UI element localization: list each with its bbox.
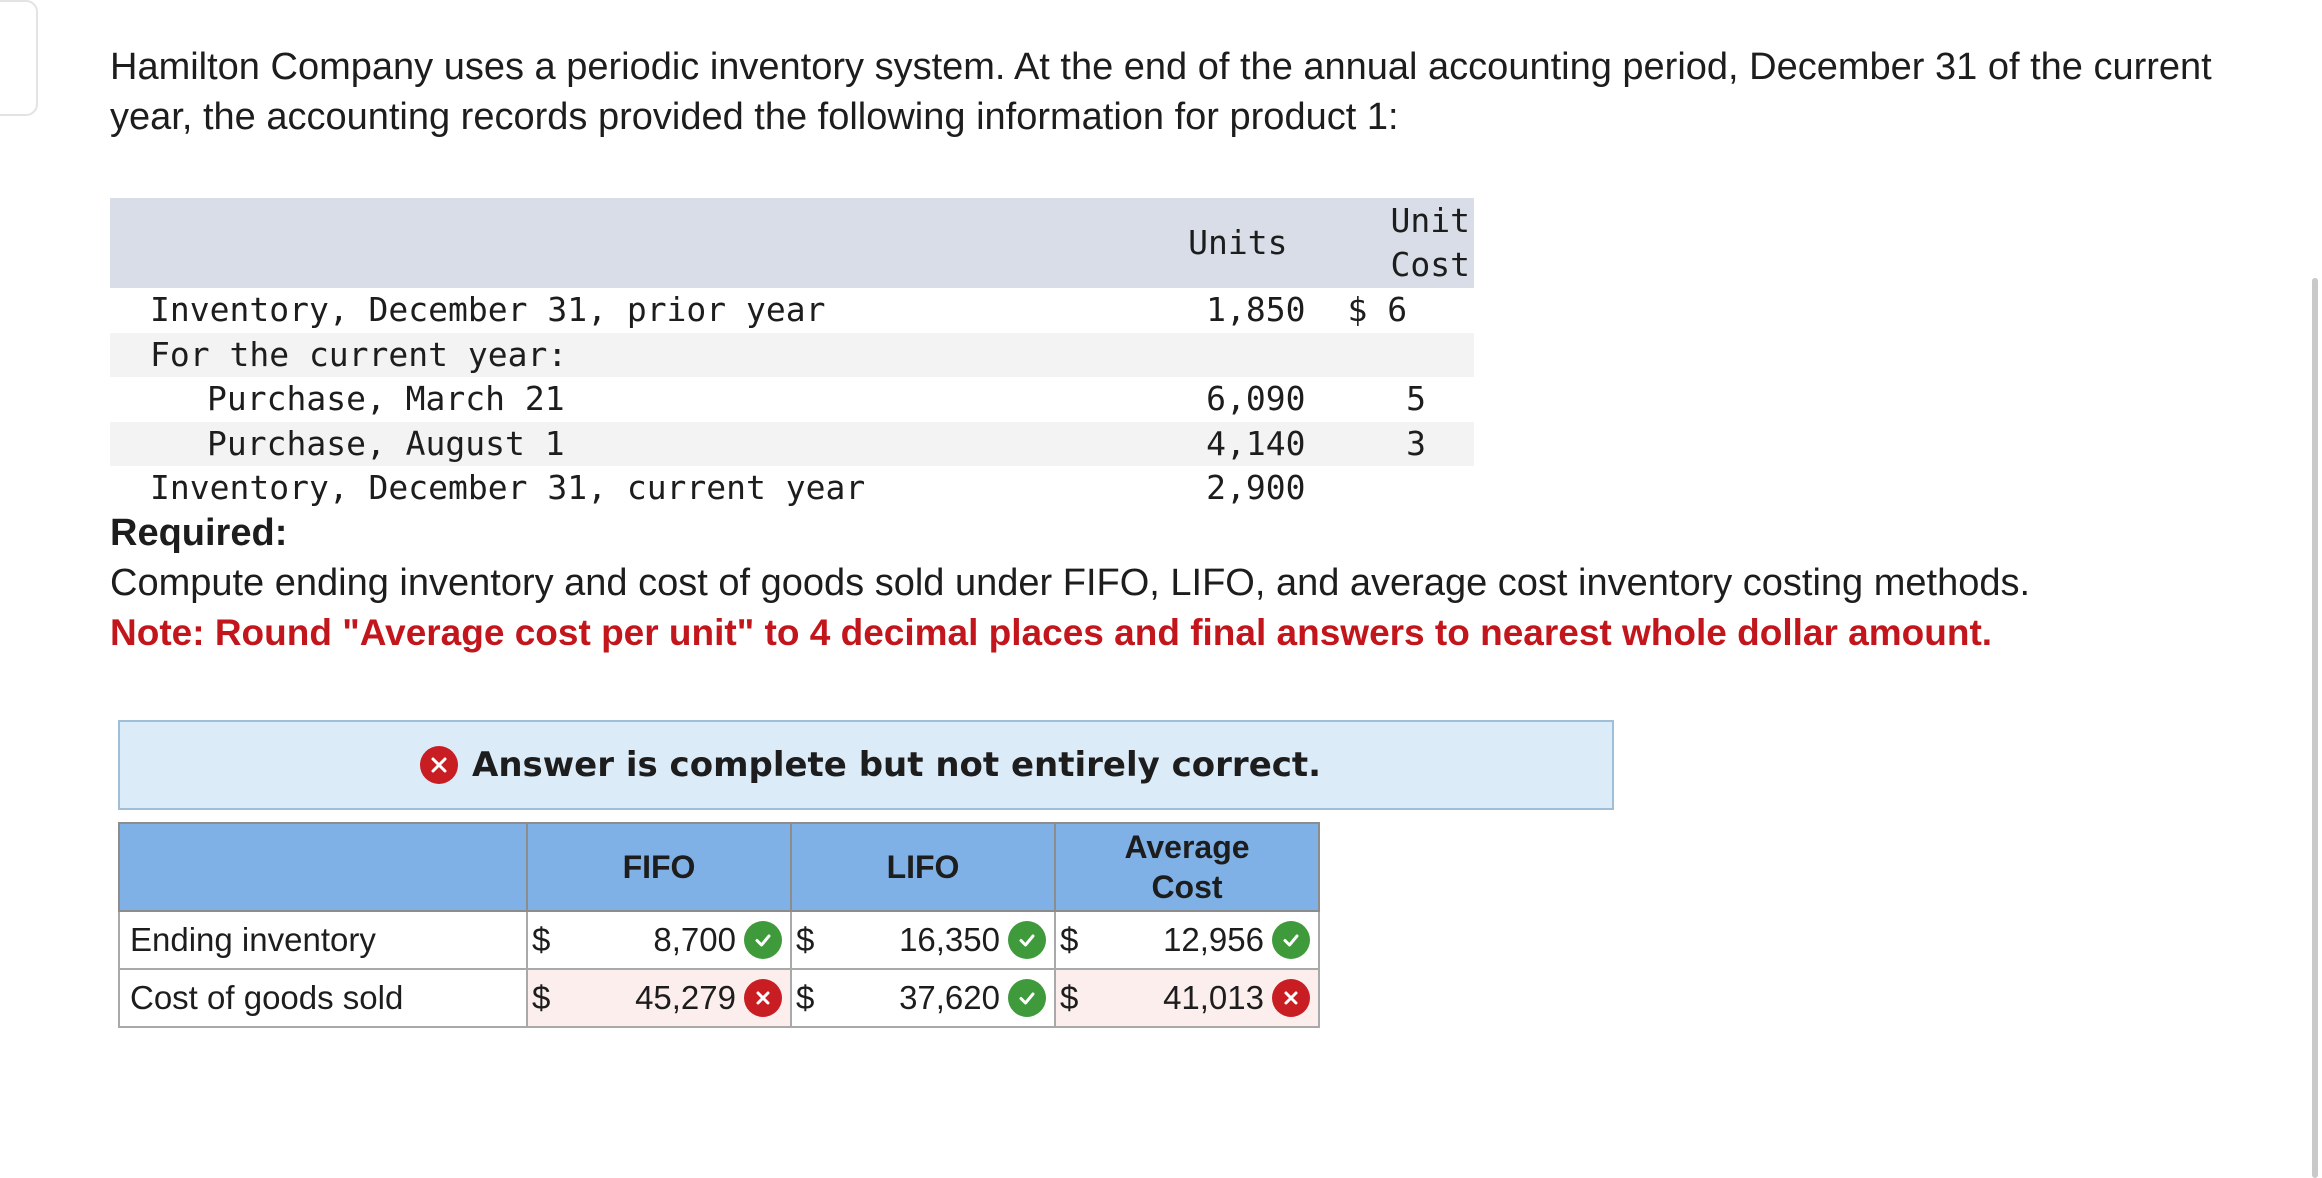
currency-symbol: $ bbox=[796, 979, 815, 1016]
scrollbar[interactable] bbox=[2312, 278, 2318, 1178]
row-cost: $ 6 bbox=[1347, 290, 1408, 330]
inventory-data-table: Units Unit Cost Inventory, December 31, … bbox=[110, 198, 1474, 511]
currency-symbol: $ bbox=[796, 921, 815, 958]
answer-header-fifo: FIFO bbox=[526, 822, 792, 912]
row-cost: 5 bbox=[1406, 379, 1426, 419]
x-circle-icon bbox=[744, 979, 782, 1017]
check-circle-icon bbox=[1008, 921, 1046, 959]
answer-status-banner: Answer is complete but not entirely corr… bbox=[118, 720, 1614, 810]
answer-header-row: FIFO LIFO Average Cost bbox=[118, 822, 1320, 912]
answer-header-average-cost: Average Cost bbox=[1054, 822, 1320, 912]
rounding-note: Note: Round "Average cost per unit" to 4… bbox=[110, 612, 1993, 653]
row-label: Inventory, December 31, prior year bbox=[150, 290, 826, 330]
data-table-header-blank bbox=[110, 198, 1153, 288]
fifo-cogs-value: 45,279 bbox=[635, 979, 736, 1016]
answer-row-label: Ending inventory bbox=[118, 910, 528, 970]
table-row: Inventory, December 31, prior year 1,850… bbox=[110, 288, 1474, 333]
lifo-cogs-cell[interactable]: $ 37,620 bbox=[790, 968, 1056, 1028]
currency-symbol: $ bbox=[532, 979, 551, 1016]
edge-card-fragment bbox=[0, 0, 38, 116]
avg-cogs-cell[interactable]: $ 41,013 bbox=[1054, 968, 1320, 1028]
currency-symbol: $ bbox=[1060, 979, 1079, 1016]
row-units: 4,140 bbox=[1152, 421, 1306, 466]
row-label: Purchase, August 1 bbox=[110, 421, 1153, 466]
check-circle-icon bbox=[1008, 979, 1046, 1017]
avg-header-line1: Average bbox=[1124, 829, 1250, 865]
currency-symbol: $ bbox=[1060, 921, 1079, 958]
answer-row-label: Cost of goods sold bbox=[118, 968, 528, 1028]
x-circle-icon bbox=[420, 746, 458, 784]
row-cost bbox=[1305, 332, 1474, 377]
answer-row-ending-inventory: Ending inventory $ 8,700 $ 16,350 $ 12 bbox=[118, 910, 1320, 970]
answer-header-blank bbox=[118, 822, 528, 912]
table-row: For the current year: bbox=[110, 332, 1474, 377]
row-units bbox=[1152, 332, 1306, 377]
row-units: 1,850 bbox=[1206, 290, 1306, 330]
table-row: Purchase, March 21 6,090 5 bbox=[110, 377, 1474, 422]
row-label: Purchase, March 21 bbox=[207, 379, 565, 419]
required-heading: Required: bbox=[110, 512, 288, 554]
check-circle-icon bbox=[744, 921, 782, 959]
row-units: 2,900 bbox=[1206, 468, 1306, 508]
check-circle-icon bbox=[1272, 921, 1310, 959]
required-instructions: Compute ending inventory and cost of goo… bbox=[110, 562, 2031, 604]
data-table-header-row: Units Unit Cost bbox=[110, 198, 1474, 288]
answer-table: FIFO LIFO Average Cost Ending inventory … bbox=[118, 822, 1320, 1028]
row-cost: 3 bbox=[1305, 421, 1474, 466]
data-table-header-units: Units bbox=[1152, 198, 1306, 288]
avg-ending-inventory-cell[interactable]: $ 12,956 bbox=[1054, 910, 1320, 970]
unit-cost-line1: Unit bbox=[1390, 201, 1470, 240]
row-label: Inventory, December 31, current year bbox=[150, 468, 866, 508]
fifo-ending-inventory-value: 8,700 bbox=[653, 921, 736, 958]
lifo-cogs-value: 37,620 bbox=[899, 979, 1000, 1016]
answer-header-lifo: LIFO bbox=[790, 822, 1056, 912]
lifo-ending-inventory-value: 16,350 bbox=[899, 921, 1000, 958]
row-label: For the current year: bbox=[110, 332, 1153, 377]
table-row: Inventory, December 31, current year 2,9… bbox=[110, 466, 1474, 511]
problem-intro: Hamilton Company uses a periodic invento… bbox=[110, 46, 2212, 138]
table-row: Purchase, August 1 4,140 3 bbox=[110, 421, 1474, 466]
banner-message: Answer is complete but not entirely corr… bbox=[472, 745, 1322, 785]
unit-cost-line2: Cost bbox=[1390, 245, 1470, 284]
currency-symbol: $ bbox=[532, 921, 551, 958]
row-units: 6,090 bbox=[1206, 379, 1306, 419]
fifo-cogs-cell[interactable]: $ 45,279 bbox=[526, 968, 792, 1028]
lifo-ending-inventory-cell[interactable]: $ 16,350 bbox=[790, 910, 1056, 970]
data-table-header-unit-cost: Unit Cost bbox=[1305, 198, 1474, 288]
x-circle-icon bbox=[1272, 979, 1310, 1017]
fifo-ending-inventory-cell[interactable]: $ 8,700 bbox=[526, 910, 792, 970]
row-cost bbox=[1305, 466, 1474, 511]
avg-cogs-value: 41,013 bbox=[1163, 979, 1264, 1016]
avg-ending-inventory-value: 12,956 bbox=[1163, 921, 1264, 958]
avg-header-line2: Cost bbox=[1151, 869, 1223, 905]
answer-row-cost-of-goods-sold: Cost of goods sold $ 45,279 $ 37,620 $ bbox=[118, 968, 1320, 1028]
